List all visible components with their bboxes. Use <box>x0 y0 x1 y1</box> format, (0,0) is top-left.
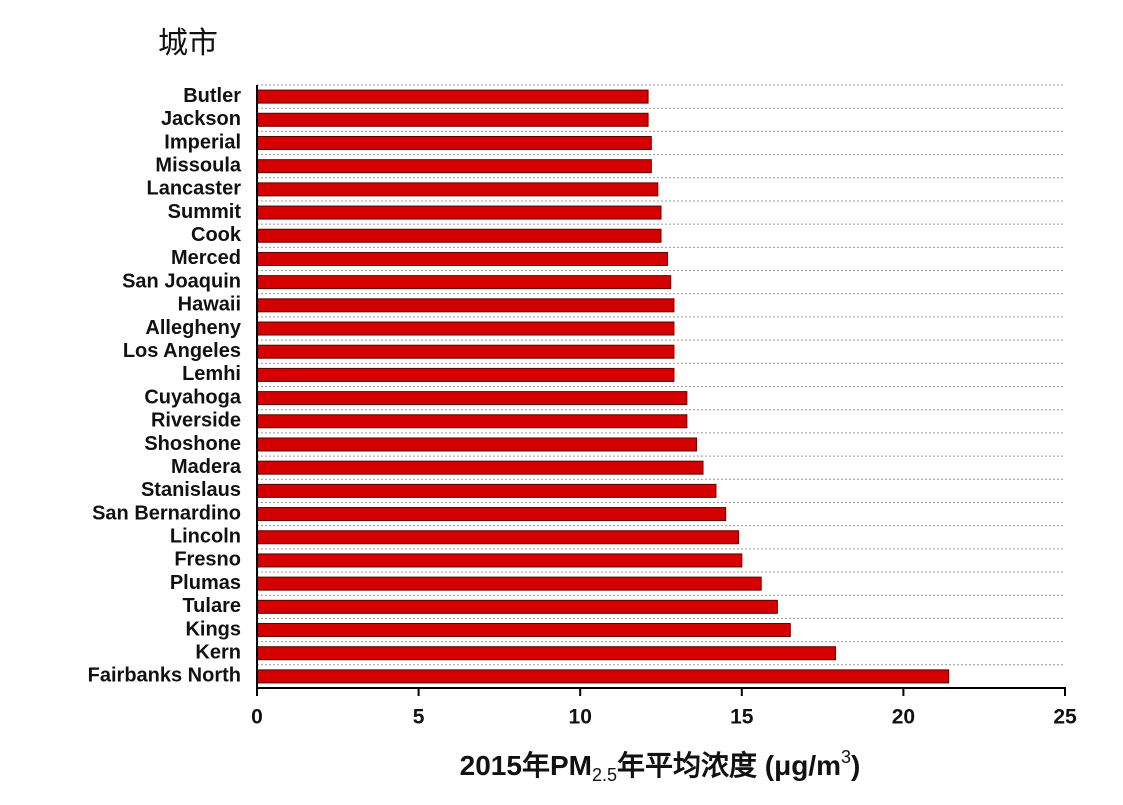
x-tick-label: 20 <box>892 706 915 729</box>
y-tick-label: Jackson <box>161 108 241 130</box>
bar <box>256 205 662 220</box>
y-tick-label: Butler <box>183 85 241 107</box>
y-tick-label: Kings <box>185 618 241 640</box>
x-tick-label: 10 <box>569 706 592 729</box>
bar <box>256 530 740 545</box>
bar <box>256 321 675 336</box>
bar <box>256 112 649 127</box>
bar <box>256 599 778 614</box>
x-title-part: 年平均浓度 (μg/m <box>617 749 841 781</box>
y-tick-label: Los Angeles <box>123 340 241 362</box>
bar <box>256 135 652 150</box>
bar <box>256 251 668 266</box>
bar <box>256 89 649 104</box>
bar <box>256 228 662 243</box>
y-tick-label: Lincoln <box>170 526 241 548</box>
bar <box>256 275 672 290</box>
x-tick-label: 5 <box>413 706 425 729</box>
y-tick-label: Summit <box>168 201 242 223</box>
bar <box>256 483 717 498</box>
bar <box>256 159 652 174</box>
y-tick-label: Lemhi <box>182 363 241 385</box>
y-axis-title: 城市 <box>158 27 218 60</box>
x-tick-label: 0 <box>251 706 263 729</box>
x-axis-title: 2015年PM2.5年平均浓度 (μg/m3) <box>460 747 861 785</box>
y-tick-label: Fairbanks North <box>88 665 241 687</box>
y-tick-label: Lancaster <box>147 178 242 200</box>
x-title-subscript: 2.5 <box>592 765 617 785</box>
y-tick-label: Cook <box>191 224 242 246</box>
y-tick-label: Tulare <box>182 595 241 617</box>
bar <box>256 553 743 568</box>
bar <box>256 298 675 313</box>
bar <box>256 391 688 406</box>
bar <box>256 182 659 197</box>
x-title-part: ) <box>851 750 860 781</box>
y-tick-label: Riverside <box>151 410 241 432</box>
bar <box>256 576 762 591</box>
bar <box>256 460 704 475</box>
y-tick-label: San Bernardino <box>92 502 241 524</box>
x-title-superscript: 3 <box>841 747 851 767</box>
y-tick-label: Stanislaus <box>141 479 241 501</box>
bar <box>256 344 675 359</box>
bar <box>256 669 950 684</box>
y-tick-label: Shoshone <box>144 433 241 455</box>
y-tick-label: Allegheny <box>145 317 241 339</box>
bar <box>256 623 791 638</box>
x-title-part: 2015年PM <box>460 749 592 781</box>
bar <box>256 367 675 382</box>
bar <box>256 414 688 429</box>
y-tick-label: Fresno <box>174 549 241 571</box>
y-tick-label: Madera <box>171 456 242 478</box>
bar <box>256 437 698 452</box>
y-tick-label: Hawaii <box>178 294 241 316</box>
x-tick-label: 15 <box>730 706 754 729</box>
x-tick-label: 25 <box>1053 706 1077 729</box>
y-tick-label: San Joaquin <box>122 270 241 292</box>
y-tick-label: Plumas <box>170 572 241 594</box>
bar <box>256 646 837 661</box>
y-tick-label: Merced <box>171 247 241 269</box>
y-tick-label: Missoula <box>155 154 241 176</box>
y-tick-label: Kern <box>195 641 241 663</box>
bar <box>256 507 727 522</box>
y-tick-label: Imperial <box>164 131 241 153</box>
y-tick-label: Cuyahoga <box>144 386 242 408</box>
